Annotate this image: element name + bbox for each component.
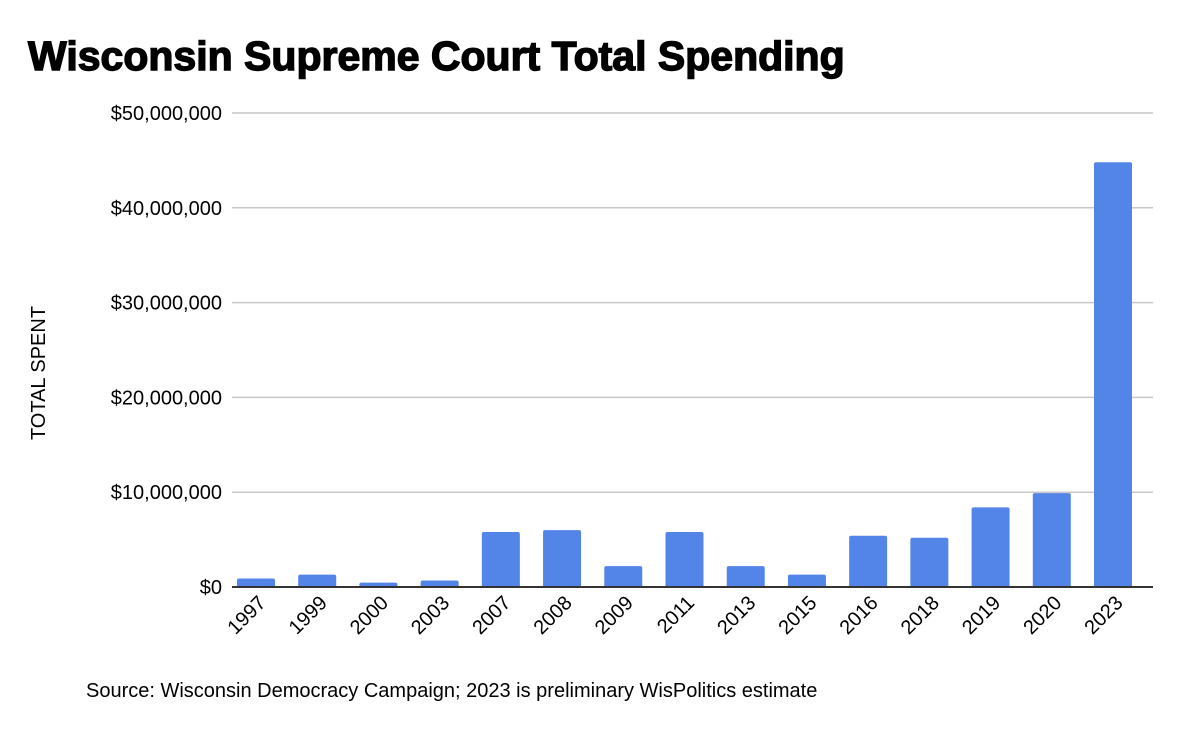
x-tick-label: 2019	[958, 592, 1005, 639]
y-axis-title: TOTAL SPENT	[28, 306, 50, 440]
x-tick-label: 2011	[653, 592, 699, 638]
bar-2023	[1094, 162, 1132, 587]
bar-2019	[971, 507, 1010, 587]
bar-2020	[1032, 493, 1071, 587]
bar-2011	[665, 532, 704, 587]
x-tick-label: 2015	[774, 592, 821, 639]
bar-2009	[604, 566, 643, 587]
y-axis-ticks: $0 $10,000,000 $20,000,000 $30,000,000 $40,0…	[111, 103, 222, 599]
y-tick-label: $50,000,000	[111, 103, 222, 125]
y-tick-label: $10,000,000	[111, 482, 222, 504]
x-tick-label: 2016	[836, 592, 883, 639]
bars	[237, 162, 1132, 587]
x-tick-label: 2003	[407, 592, 454, 639]
x-tick-label: 2023	[1081, 592, 1128, 639]
x-tick-label: 2018	[897, 592, 944, 639]
bar-2008	[543, 530, 582, 587]
bar-2003	[420, 580, 459, 587]
chart-title: Wisconsin Supreme Court Total Spending	[28, 33, 845, 79]
bar-1997	[237, 578, 275, 587]
y-tick-label: $40,000,000	[111, 198, 222, 220]
bar-1999	[298, 574, 337, 587]
bar-2016	[849, 535, 888, 587]
y-tick-label: $20,000,000	[111, 387, 222, 409]
gridlines	[232, 112, 1153, 493]
y-tick-label: $30,000,000	[111, 293, 222, 315]
x-tick-label: 2000	[346, 592, 393, 639]
bar-2018	[910, 537, 949, 587]
bar-2007	[481, 532, 520, 587]
y-tick-label: $0	[200, 577, 222, 599]
bar-2015	[787, 574, 826, 587]
x-tick-label: 1997	[224, 592, 271, 639]
bar-2013	[726, 566, 765, 587]
x-tick-label: 2007	[468, 592, 515, 639]
x-tick-label: 1999	[285, 592, 332, 639]
x-axis-ticks: 1997 1999 2000 2003 2007 2008 2009 2011 2013 2015…	[224, 592, 1128, 639]
bar-2000	[359, 582, 398, 587]
x-tick-label: 2013	[713, 592, 760, 639]
x-tick-label: 2020	[1019, 592, 1066, 639]
x-tick-label: 2008	[530, 592, 577, 639]
source-footnote: Source: Wisconsin Democracy Campaign; 20…	[86, 680, 817, 702]
x-tick-label: 2009	[591, 592, 638, 639]
